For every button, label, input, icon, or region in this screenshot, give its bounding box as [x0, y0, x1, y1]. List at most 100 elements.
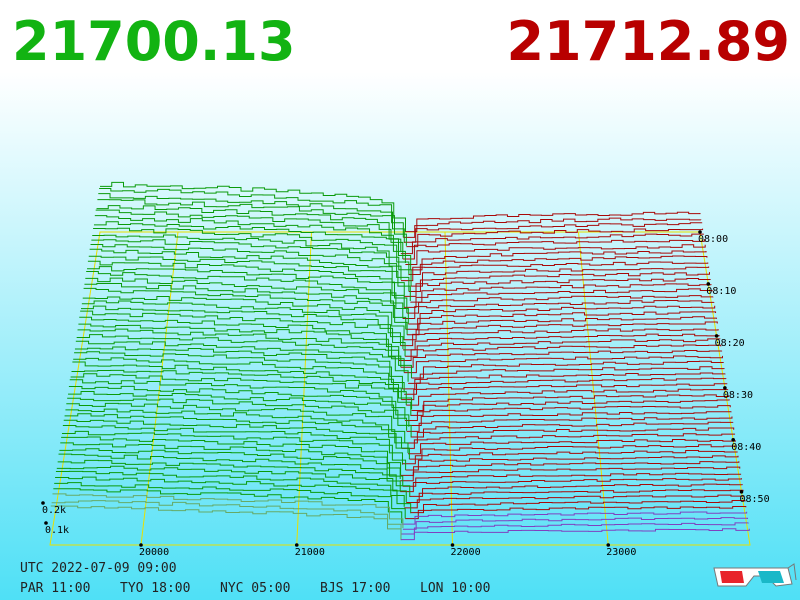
- bid-depth-line: [87, 266, 408, 314]
- ask-depth-line: [404, 377, 727, 395]
- bid-depth-line: [73, 357, 402, 400]
- time-tick-label: 08:00: [698, 234, 728, 245]
- axis-labels: 20000 21000 22000 23000 08:00 08:10 08:20 08:30…: [41, 230, 770, 558]
- bid-depth-line: [78, 323, 402, 368]
- ask-depth-line: [406, 416, 733, 432]
- price-grid-line: [140, 231, 179, 546]
- bid-depth-line: [66, 402, 406, 443]
- price-tick-dot: [139, 543, 143, 547]
- ask-depth-line: [408, 411, 732, 427]
- city-time: TYO 18:00: [120, 581, 190, 596]
- time-tick-dot: [706, 282, 711, 286]
- bid-depth-line: [62, 424, 403, 465]
- ask-depth-line: [404, 494, 745, 509]
- ask-depth-line: [402, 472, 742, 487]
- bid-depth-line: [50, 505, 402, 541]
- price-grid-line: [578, 231, 609, 546]
- ask-depth-line: [402, 372, 726, 390]
- bid-depth-line: [82, 295, 405, 341]
- ask-depth-line: [408, 255, 708, 275]
- city-time: NYC 05:00: [220, 581, 290, 596]
- ask-depth-line: [407, 316, 717, 336]
- price-tick-dot: [450, 543, 455, 547]
- bid-depth-line: [77, 328, 405, 373]
- price-tick-label: 20000: [139, 547, 169, 558]
- volume-tick-label: 0.2k: [42, 505, 66, 516]
- ask-depth-line: [404, 321, 718, 341]
- ask-depth-line: [400, 261, 709, 282]
- city-time: LON 10:00: [420, 581, 490, 596]
- ask-depth-line: [401, 383, 728, 401]
- ask-depth-line: [404, 222, 703, 243]
- price-tick-label: 23000: [606, 547, 636, 558]
- bid-depth-line: [76, 334, 412, 379]
- bid-depth-line: [64, 413, 409, 454]
- ask-depth-line: [408, 272, 711, 292]
- ask-depth-line: [404, 427, 735, 444]
- ask-depth-line: [408, 305, 716, 325]
- ask-depth-line: [402, 450, 738, 465]
- ask-depth-line: [405, 211, 701, 233]
- bid-depth-line: [51, 500, 402, 535]
- ask-depth-line: [405, 338, 721, 357]
- ask-depth-line: [409, 444, 737, 460]
- volume-tick-label: 0.1k: [45, 525, 69, 536]
- bid-depth-line: [70, 373, 412, 416]
- bid-depth-line: [52, 493, 404, 529]
- ask-depth-line: [407, 439, 736, 455]
- time-tick-dot: [739, 489, 744, 494]
- bid-depth-line: [74, 346, 403, 389]
- bid-depth-line: [84, 282, 407, 330]
- ask-depth-line: [401, 511, 748, 525]
- ask-depth-line: [404, 277, 711, 297]
- ask-depth-line: [405, 506, 747, 520]
- ask-depth-line: [406, 489, 744, 503]
- ask-depth-line: [403, 217, 702, 238]
- bid-depth-line: [61, 436, 402, 476]
- bid-depth-line: [99, 188, 404, 238]
- price-tick-label: 21000: [295, 547, 325, 558]
- time-tick-dot: [714, 334, 719, 338]
- ask-depth-line: [406, 388, 729, 406]
- city-time: PAR 11:00: [20, 581, 90, 596]
- price-tick-dot: [606, 543, 611, 547]
- time-tick-label: 08:20: [715, 338, 745, 349]
- volume-tick-dot: [44, 521, 48, 525]
- ask-depth-line: [411, 394, 730, 411]
- ask-depth-line: [411, 266, 710, 287]
- bid-depth-line: [93, 227, 410, 276]
- ask-depth-line: [405, 455, 739, 471]
- ask-depth-line: [402, 333, 720, 351]
- bid-depth-line: [65, 408, 403, 449]
- bid-depth-line: [95, 209, 404, 260]
- bid-depth-line: [92, 234, 402, 280]
- bid-depth-line: [75, 340, 409, 382]
- bid-depth-line: [93, 221, 412, 270]
- bid-price: 21700.13: [12, 10, 296, 73]
- ask-depth-line: [402, 239, 705, 260]
- depth-lines: [50, 181, 750, 541]
- bid-depth-line: [69, 379, 406, 420]
- bid-depth-line: [61, 430, 407, 470]
- ask-depth-line: [405, 311, 717, 330]
- bid-depth-line: [91, 239, 412, 287]
- ask-depth-line: [400, 478, 742, 493]
- ask-depth-line: [398, 344, 722, 361]
- ask-depth-line: [410, 399, 730, 416]
- ask-depth-line: [410, 499, 746, 514]
- ask-depth-line: [400, 328, 719, 347]
- ask-depth-line: [406, 228, 704, 248]
- bid-depth-line: [74, 351, 405, 393]
- bid-depth-line: [97, 199, 407, 246]
- bid-depth-line: [55, 476, 412, 514]
- city-times: PAR 11:00 TYO 18:00 NYC 05:00 BJS 17:00 LON …: [20, 581, 490, 596]
- ask-depth-line: [404, 405, 731, 421]
- ask-price: 21712.89: [506, 10, 790, 73]
- bid-depth-line: [86, 270, 404, 319]
- bid-depth-line: [100, 181, 406, 232]
- 3d-glasses-icon[interactable]: [713, 563, 797, 587]
- time-tick-dot: [698, 230, 702, 234]
- bid-depth-line: [71, 369, 413, 410]
